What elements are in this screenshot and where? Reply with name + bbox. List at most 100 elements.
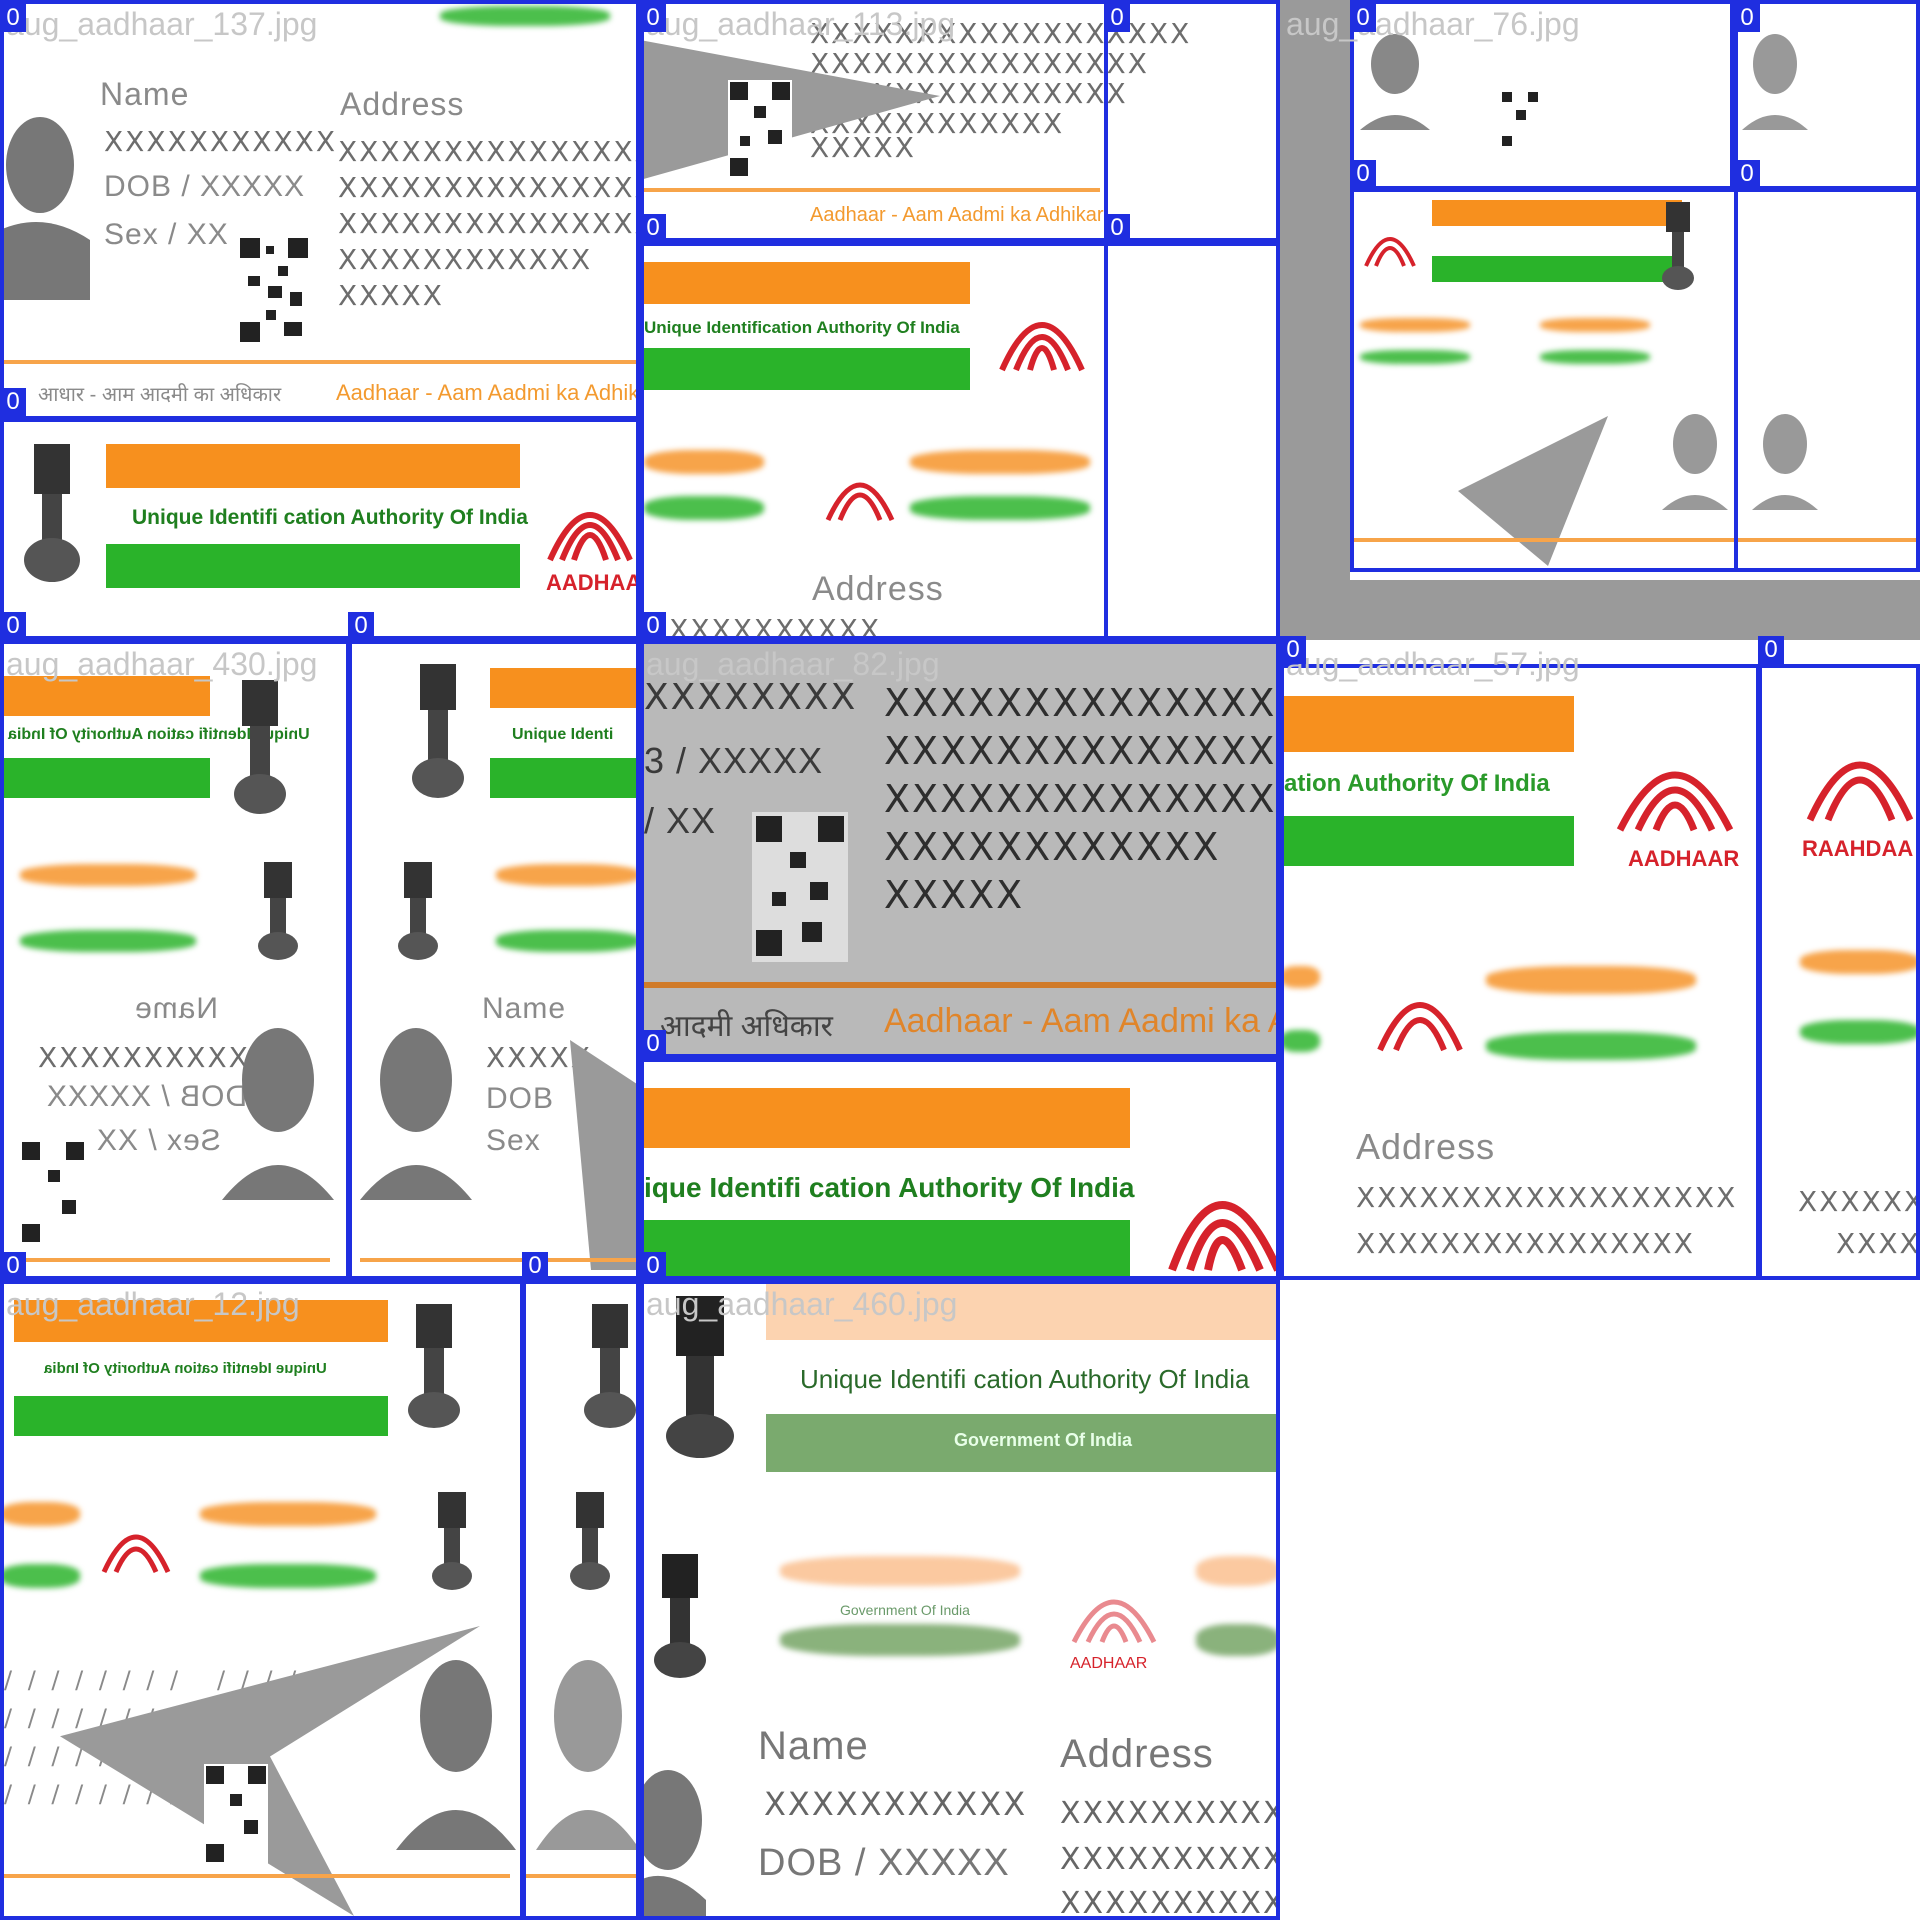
- emblem-icon: [666, 1296, 734, 1458]
- bbox: [522, 1280, 640, 1920]
- svg-text:AADHAAR: AADHAAR: [546, 570, 640, 595]
- card-footer-line: [640, 982, 1280, 988]
- address-label: Address: [812, 570, 944, 608]
- aadhaar-logo-icon: [101, 1534, 171, 1574]
- bbox: [640, 242, 1108, 640]
- authority-text: Unique Identifi cation Authority Of Indi…: [800, 1364, 1250, 1394]
- person-silhouette-icon: [396, 1660, 516, 1850]
- tile-filename: aug_aadhaar_430.jpg: [6, 646, 318, 682]
- footer-slogan: Aadhaar - Aam Aadmi ka Adhikar: [810, 204, 1104, 226]
- qr-code-icon: [238, 236, 310, 346]
- card-footer-line: [640, 188, 1100, 192]
- dob-label: DOB / XXXXX: [104, 170, 306, 203]
- tile-filename: aug_aadhaar_113.jpg: [646, 6, 956, 42]
- address-label: Address: [1356, 1126, 1496, 1167]
- class-label: 0: [348, 612, 374, 640]
- name-value: XXXXXXXXXXX: [38, 1041, 271, 1074]
- mosaic-tile-82: XXXXXXXX 3 / XXXXX / XX XXXXXXXXXXXXXX XX…: [640, 640, 1280, 1280]
- name-label: Name: [482, 992, 567, 1025]
- emblem-icon: [412, 664, 464, 798]
- class-label: 0: [640, 4, 666, 32]
- aadhaar-logo-icon: AADHAAR: [1616, 771, 1739, 870]
- class-label: 0: [640, 1030, 666, 1058]
- address-line: XXXXXXXXXXXXXXXX: [884, 729, 1280, 773]
- emblem-icon: [24, 444, 80, 582]
- bbox: [1350, 188, 1738, 572]
- mosaic-tile-113: XXXXXXXXXXXXXXXXXX XXXXXXXXXXXXXXXX XXXX…: [640, 0, 1280, 640]
- dob-label: 3 / XXXXX: [644, 740, 824, 781]
- name-value: XXXXXXXXXXX: [104, 125, 337, 158]
- person-silhouette-icon: [0, 117, 90, 300]
- footer-slogan: Aadhaar - Aam Aadmi ka Adhika: [336, 380, 640, 405]
- address-line: XXXXX: [884, 873, 1025, 917]
- person-silhouette-icon: [222, 1028, 334, 1200]
- bbox: [640, 1058, 1280, 1280]
- tile-filename: aug_aadhaar_76.jpg: [1286, 6, 1580, 42]
- person-silhouette-icon: [536, 1660, 640, 1850]
- class-label: 0: [1104, 214, 1130, 242]
- sex-label: Sex / XX: [104, 218, 229, 251]
- dob-label: DOB / XXXXX: [758, 1842, 1010, 1884]
- name-value: XXXXXXXXXXX: [764, 1785, 1028, 1823]
- svg-text:AADHAAR: AADHAAR: [1628, 846, 1739, 870]
- address-line: XXXXXXXXXXXXXXXXXX: [1356, 1181, 1738, 1214]
- govt-text: Government Of India: [840, 1602, 970, 1618]
- tile-filename: aug_aadhaar_137.jpg: [6, 6, 318, 42]
- authority-text: Unique Identi: [512, 726, 614, 743]
- emblem-icon: [654, 1554, 706, 1678]
- emblem-icon: [234, 680, 286, 814]
- class-label: 0: [640, 612, 666, 640]
- tile-filename: aug_aadhaar_82.jpg: [646, 646, 940, 682]
- govt-text: Government Of India: [954, 1430, 1133, 1450]
- bbox: [0, 0, 640, 420]
- emblem-icon: [1662, 202, 1694, 290]
- mosaic-tile-57: ation Authority Of India AADHAAR Address…: [1280, 640, 1920, 1280]
- bbox: [1104, 242, 1280, 640]
- bbox: [640, 1280, 1280, 1920]
- tile-filename: aug_aadhaar_57.jpg: [1286, 646, 1580, 682]
- mosaic-tile-137: Name XXXXXXXXXXX DOB / XXXXX Sex / XX Ad…: [0, 0, 640, 640]
- class-label: 0: [1350, 4, 1376, 32]
- emblem-icon: [408, 1304, 460, 1428]
- qr-code-icon: [20, 1140, 86, 1244]
- class-label: 0: [1104, 4, 1130, 32]
- aadhaar-logo-icon: AADHAAR: [546, 512, 640, 595]
- bbox: [640, 640, 1280, 1058]
- address-line: XXXXXXXXXXXXXXXXXX: [338, 135, 640, 168]
- qr-code-icon: [752, 812, 848, 962]
- address-line: XXXXXXXXXXXXXXX: [884, 777, 1280, 821]
- person-silhouette-icon: [640, 1770, 706, 1920]
- aadhaar-logo-icon: [1168, 1201, 1280, 1272]
- class-label: 0: [640, 214, 666, 242]
- address-line: XXXXXXXXXXXX: [338, 243, 593, 276]
- svg-text:AADHAAR: AADHAAR: [1070, 1655, 1147, 1672]
- bbox: [1104, 0, 1280, 242]
- emblem-icon: [570, 1492, 610, 1590]
- address-line: XXXXXXXXXXXXXXX: [1060, 1842, 1280, 1877]
- address-line: XXXX: [1836, 1227, 1920, 1260]
- address-line: XXXXX: [338, 279, 444, 312]
- emblem-icon: [258, 862, 298, 960]
- class-label: 0: [522, 1252, 548, 1280]
- aadhaar-logo-icon: [1806, 761, 1914, 822]
- address-label: Address: [1060, 1732, 1214, 1776]
- authority-text: Unique Identification Authority Of India: [644, 318, 960, 337]
- class-label: 0: [1350, 160, 1376, 188]
- mosaic-tile-430: Unique Identifi cation Authority Of Indi…: [0, 640, 640, 1280]
- aadhaar-logo-icon: [825, 482, 895, 522]
- tile-filename: aug_aadhaar_460.jpg: [646, 1286, 958, 1322]
- authority-text: Unique Identifi cation Authority Of Indi…: [132, 506, 528, 529]
- address-line: XXXXXXXXXXXXXXXX: [1356, 1227, 1695, 1260]
- person-silhouette-icon: [1742, 34, 1808, 130]
- bbox: [1734, 188, 1920, 572]
- footer-hindi: आधार - आम आदमी का अधिकार: [38, 384, 282, 406]
- sex-label: Sex: [486, 1124, 541, 1157]
- person-silhouette-icon: [1360, 34, 1430, 130]
- class-label: 0: [640, 1252, 666, 1280]
- aadhaar-logo-icon: [1377, 1002, 1463, 1052]
- person-silhouette-icon: [360, 1028, 472, 1200]
- address-line: XXXXX: [810, 131, 916, 164]
- address-line: XXXXXXXXXXXX: [1060, 1886, 1280, 1920]
- name-label: Name: [100, 76, 190, 112]
- dob-label: DOB: [486, 1082, 555, 1115]
